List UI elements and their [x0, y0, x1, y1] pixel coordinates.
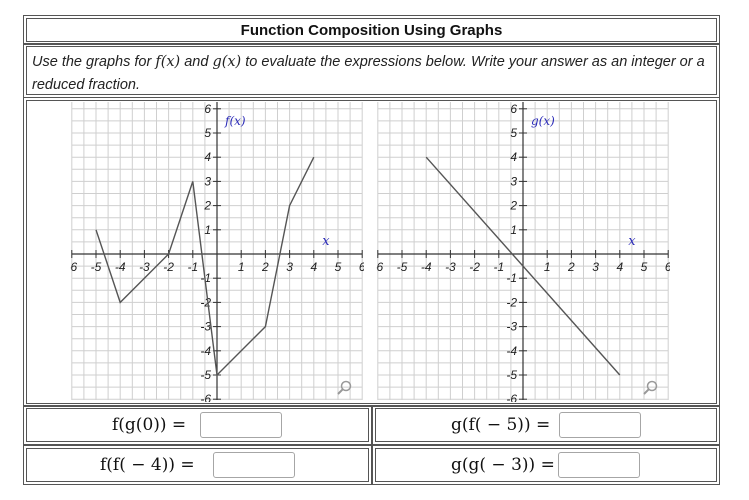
expression: g(g( − 3)) = — [451, 455, 555, 475]
x-tick-label: -1 — [187, 260, 198, 274]
instr-g: g(x) — [212, 54, 242, 70]
page-title: Function Composition Using Graphs — [240, 22, 503, 39]
x-tick-label: -6 — [70, 260, 77, 274]
x-tick-label: 6 — [359, 260, 364, 274]
question-g-of-g-neg3: g(g( − 3)) = — [372, 445, 720, 485]
x-tick-label: -5 — [397, 260, 408, 274]
y-tick-label: 5 — [204, 126, 211, 140]
y-tick-label: -1 — [200, 271, 211, 285]
x-tick-label: 3 — [286, 260, 293, 274]
y-tick-label: 1 — [510, 223, 517, 237]
y-tick-label: 5 — [510, 126, 517, 140]
y-tick-label: -2 — [506, 295, 517, 309]
x-tick-label: 6 — [665, 260, 670, 274]
x-tick-label: 4 — [616, 260, 623, 274]
x-tick-label: -4 — [421, 260, 432, 274]
y-tick-label: 6 — [510, 102, 517, 116]
function-curve — [95, 156, 315, 377]
x-tick-label: 4 — [310, 260, 317, 274]
question-f-of-g-0: f(g(0)) = — [23, 405, 372, 445]
x-tick-label: 1 — [544, 260, 551, 274]
x-tick-label: 1 — [238, 260, 245, 274]
y-tick-label: 1 — [204, 223, 211, 237]
instr-pre: Use the graphs for — [32, 54, 156, 70]
x-tick-label: -2 — [469, 260, 480, 274]
x-tick-label: 3 — [592, 260, 599, 274]
instructions: Use the graphs for f(x) and g(x) to eval… — [32, 51, 709, 97]
y-tick-label: 2 — [203, 199, 211, 213]
y-tick-label: -6 — [200, 392, 211, 402]
y-tick-label: -2 — [200, 295, 211, 309]
magnify-icon — [643, 380, 658, 395]
y-tick-label: 2 — [509, 199, 517, 213]
answer-input[interactable] — [558, 452, 640, 478]
instr-f: f(x) — [155, 54, 181, 70]
x-tick-label: 2 — [567, 260, 575, 274]
x-axis-label: x — [322, 234, 330, 249]
y-tick-label: -4 — [200, 344, 211, 358]
expression: g(f( − 5)) = — [451, 415, 551, 435]
y-tick-label: 4 — [510, 150, 517, 164]
expression: f(f( − 4)) = — [100, 455, 195, 475]
graph-g: -6 -5 -4 -3 -2 -1 1 2 3 4 5 6 6 5 4 3 2 1 -1 -2 -3 -4 -5 -6 g(x)… — [376, 102, 670, 402]
y-tick-label: -5 — [506, 368, 517, 382]
x-axis-label: x — [628, 234, 636, 249]
x-tick-label: -1 — [493, 260, 504, 274]
y-tick-label: -3 — [506, 320, 517, 334]
y-tick-label: 3 — [204, 174, 211, 188]
x-tick-label: -3 — [139, 260, 150, 274]
graph-f: -6 -5 -4 -3 -2 -1 1 2 3 4 5 6 6 5 4 3 2 1 -1 -2 -3 -4 -5 -6 f(x)… — [70, 102, 364, 402]
y-tick-label: -3 — [200, 320, 211, 334]
answer-input[interactable] — [559, 412, 641, 438]
y-tick-label: -4 — [506, 344, 517, 358]
y-tick-label: -6 — [506, 392, 517, 402]
function-label: f(x) — [224, 114, 246, 128]
question-f-of-f-neg4: f(f( − 4)) = — [23, 445, 372, 485]
x-tick-label: -6 — [376, 260, 383, 274]
x-tick-label: -5 — [91, 260, 102, 274]
function-label: g(x) — [531, 114, 555, 128]
instructions-panel: Use the graphs for f(x) and g(x) to eval… — [23, 43, 720, 98]
title-panel: Function Composition Using Graphs — [23, 15, 720, 45]
expression: f(g(0)) = — [112, 415, 187, 435]
y-tick-label: -1 — [506, 271, 517, 285]
question-g-of-f-neg5: g(f( − 5)) = — [372, 405, 720, 445]
x-tick-label: 5 — [335, 260, 342, 274]
y-tick-label: 3 — [510, 174, 517, 188]
instr-post: to evaluate the expressions below. Write… — [32, 54, 705, 93]
function-curve — [425, 156, 621, 376]
x-tick-label: -2 — [163, 260, 174, 274]
instr-and: and — [180, 54, 213, 70]
answer-input[interactable] — [200, 412, 282, 438]
x-tick-label: -4 — [115, 260, 126, 274]
y-tick-label: 4 — [204, 150, 211, 164]
x-tick-label: 5 — [641, 260, 648, 274]
y-tick-label: -5 — [200, 368, 211, 382]
x-tick-label: -3 — [445, 260, 456, 274]
y-tick-label: 6 — [204, 102, 211, 116]
magnify-icon — [337, 380, 352, 395]
x-tick-label: 2 — [261, 260, 269, 274]
answer-input[interactable] — [213, 452, 295, 478]
